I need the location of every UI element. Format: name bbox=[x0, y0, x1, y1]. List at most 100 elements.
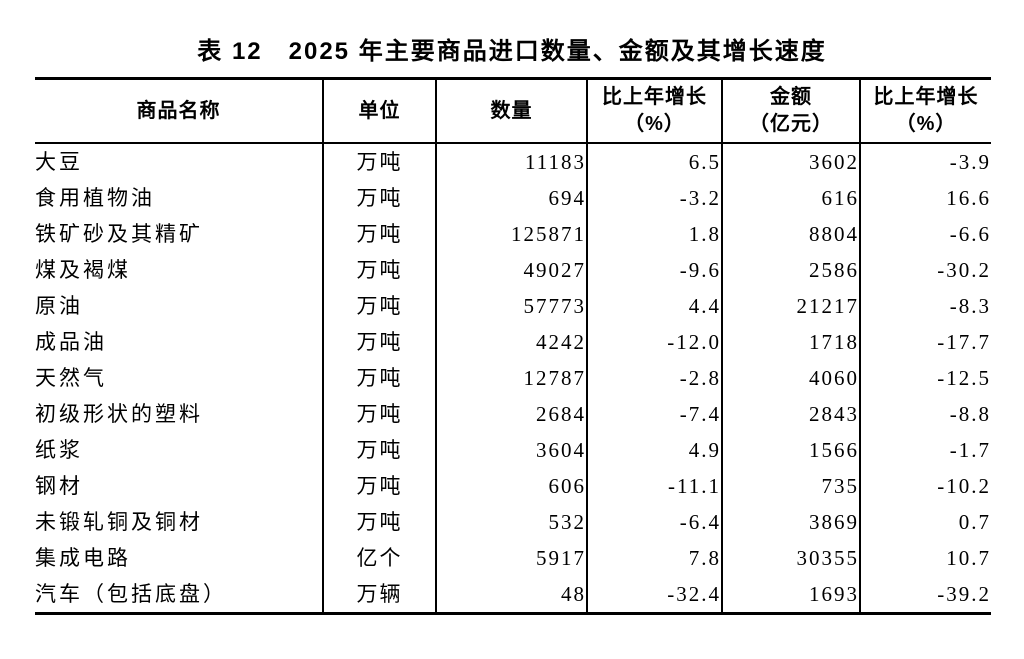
header-label: 商品名称 bbox=[136, 99, 221, 122]
cell-amount-growth: -12.5 bbox=[859, 360, 991, 396]
header-row: 商品名称 单位 数量 比上年增长 （%） 金额 （亿元） 比上年增长 bbox=[35, 78, 991, 144]
cell-commodity-name: 原油 bbox=[35, 294, 83, 318]
cell-amount-growth: -10.2 bbox=[859, 468, 991, 504]
cell-quantity: 125871 bbox=[435, 216, 587, 252]
cell-unit: 万吨 bbox=[322, 468, 436, 504]
cell-quantity-growth: -32.4 bbox=[586, 576, 722, 614]
table-row: 食用植物油 万吨 694 -3.2 616 16.6 bbox=[35, 180, 991, 216]
column-header-quantity: 数量 bbox=[435, 78, 587, 144]
table-header: 商品名称 单位 数量 比上年增长 （%） 金额 （亿元） 比上年增长 bbox=[35, 78, 991, 144]
cell-amount-growth: 0.7 bbox=[859, 504, 991, 540]
cell-amount: 2843 bbox=[721, 396, 860, 432]
cell-quantity: 4242 bbox=[435, 324, 587, 360]
cell-unit: 万吨 bbox=[322, 216, 436, 252]
cell-quantity: 49027 bbox=[435, 252, 587, 288]
cell-quantity-growth: -12.0 bbox=[586, 324, 722, 360]
cell-quantity: 12787 bbox=[435, 360, 587, 396]
cell-commodity-name: 铁矿砂及其精矿 bbox=[35, 222, 203, 246]
cell-unit: 亿个 bbox=[322, 540, 436, 576]
cell-unit: 万吨 bbox=[322, 143, 436, 180]
table-row: 煤及褐煤 万吨 49027 -9.6 2586 -30.2 bbox=[35, 252, 991, 288]
cell-quantity: 532 bbox=[435, 504, 587, 540]
cell-amount: 4060 bbox=[721, 360, 860, 396]
cell-amount-growth: -17.7 bbox=[859, 324, 991, 360]
cell-amount-growth: -8.8 bbox=[859, 396, 991, 432]
column-header-amount-growth: 比上年增长 （%） bbox=[859, 78, 991, 144]
cell-amount-growth: -39.2 bbox=[859, 576, 991, 614]
cell-amount: 2586 bbox=[721, 252, 860, 288]
cell-quantity: 606 bbox=[435, 468, 587, 504]
cell-quantity: 2684 bbox=[435, 396, 587, 432]
cell-unit: 万吨 bbox=[322, 252, 436, 288]
table-title: 表 12 2025 年主要商品进口数量、金额及其增长速度 bbox=[197, 38, 827, 65]
cell-quantity-growth: 6.5 bbox=[586, 143, 722, 180]
cell-quantity-growth: 7.8 bbox=[586, 540, 722, 576]
cell-amount: 1566 bbox=[721, 432, 860, 468]
cell-unit: 万吨 bbox=[322, 288, 436, 324]
cell-unit: 万吨 bbox=[322, 396, 436, 432]
table-row: 成品油 万吨 4242 -12.0 1718 -17.7 bbox=[35, 324, 991, 360]
cell-amount-growth: 16.6 bbox=[859, 180, 991, 216]
column-header-quantity-growth: 比上年增长 （%） bbox=[586, 78, 722, 144]
cell-quantity-growth: 4.4 bbox=[586, 288, 722, 324]
column-header-amount: 金额 （亿元） bbox=[721, 78, 860, 144]
cell-commodity-name: 汽车（包括底盘） bbox=[35, 582, 227, 606]
table-row: 原油 万吨 57773 4.4 21217 -8.3 bbox=[35, 288, 991, 324]
cell-quantity: 5917 bbox=[435, 540, 587, 576]
cell-commodity-name: 集成电路 bbox=[35, 546, 131, 570]
header-label: 比上年增长 bbox=[873, 86, 979, 108]
cell-quantity-growth: -2.8 bbox=[586, 360, 722, 396]
header-label: 单位 bbox=[358, 99, 401, 122]
table-body: 大豆 万吨 11183 6.5 3602 -3.9 食用植物油 万吨 694 -… bbox=[35, 143, 991, 614]
cell-amount: 8804 bbox=[721, 216, 860, 252]
header-label: 数量 bbox=[490, 99, 533, 122]
cell-quantity-growth: 1.8 bbox=[586, 216, 722, 252]
cell-unit: 万吨 bbox=[322, 180, 436, 216]
cell-commodity-name: 纸浆 bbox=[35, 438, 83, 462]
table-row: 大豆 万吨 11183 6.5 3602 -3.9 bbox=[35, 143, 991, 180]
table-row: 未锻轧铜及铜材 万吨 532 -6.4 3869 0.7 bbox=[35, 504, 991, 540]
cell-quantity-growth: -9.6 bbox=[586, 252, 722, 288]
cell-amount: 616 bbox=[721, 180, 860, 216]
cell-amount-growth: -3.9 bbox=[859, 143, 991, 180]
cell-amount: 30355 bbox=[721, 540, 860, 576]
header-sublabel: （%） bbox=[895, 113, 957, 135]
table-row: 纸浆 万吨 3604 4.9 1566 -1.7 bbox=[35, 432, 991, 468]
cell-amount-growth: -8.3 bbox=[859, 288, 991, 324]
table-row: 钢材 万吨 606 -11.1 735 -10.2 bbox=[35, 468, 991, 504]
header-sublabel: （亿元） bbox=[749, 113, 833, 135]
table-row: 汽车（包括底盘） 万辆 48 -32.4 1693 -39.2 bbox=[35, 576, 991, 614]
cell-amount-growth: -1.7 bbox=[859, 432, 991, 468]
cell-amount-growth: 10.7 bbox=[859, 540, 991, 576]
table-row: 集成电路 亿个 5917 7.8 30355 10.7 bbox=[35, 540, 991, 576]
cell-amount: 21217 bbox=[721, 288, 860, 324]
cell-quantity: 57773 bbox=[435, 288, 587, 324]
cell-quantity-growth: -7.4 bbox=[586, 396, 722, 432]
cell-amount: 3869 bbox=[721, 504, 860, 540]
cell-unit: 万吨 bbox=[322, 432, 436, 468]
cell-commodity-name: 天然气 bbox=[35, 366, 107, 390]
cell-quantity: 3604 bbox=[435, 432, 587, 468]
cell-amount: 3602 bbox=[721, 143, 860, 180]
cell-amount-growth: -6.6 bbox=[859, 216, 991, 252]
cell-commodity-name: 大豆 bbox=[35, 150, 83, 174]
cell-commodity-name: 食用植物油 bbox=[35, 186, 155, 210]
cell-quantity-growth: -6.4 bbox=[586, 504, 722, 540]
cell-unit: 万辆 bbox=[322, 576, 436, 614]
cell-quantity-growth: -11.1 bbox=[586, 468, 722, 504]
table-row: 铁矿砂及其精矿 万吨 125871 1.8 8804 -6.6 bbox=[35, 216, 991, 252]
cell-quantity: 694 bbox=[435, 180, 587, 216]
cell-unit: 万吨 bbox=[322, 324, 436, 360]
table-row: 天然气 万吨 12787 -2.8 4060 -12.5 bbox=[35, 360, 991, 396]
header-label: 金额 bbox=[770, 86, 812, 108]
cell-unit: 万吨 bbox=[322, 360, 436, 396]
cell-quantity-growth: 4.9 bbox=[586, 432, 722, 468]
cell-commodity-name: 钢材 bbox=[35, 474, 83, 498]
cell-amount: 735 bbox=[721, 468, 860, 504]
cell-commodity-name: 煤及褐煤 bbox=[35, 258, 131, 282]
cell-amount: 1693 bbox=[721, 576, 860, 614]
column-header-unit: 单位 bbox=[322, 78, 436, 144]
column-header-name: 商品名称 bbox=[35, 78, 323, 144]
cell-quantity: 11183 bbox=[435, 143, 587, 180]
